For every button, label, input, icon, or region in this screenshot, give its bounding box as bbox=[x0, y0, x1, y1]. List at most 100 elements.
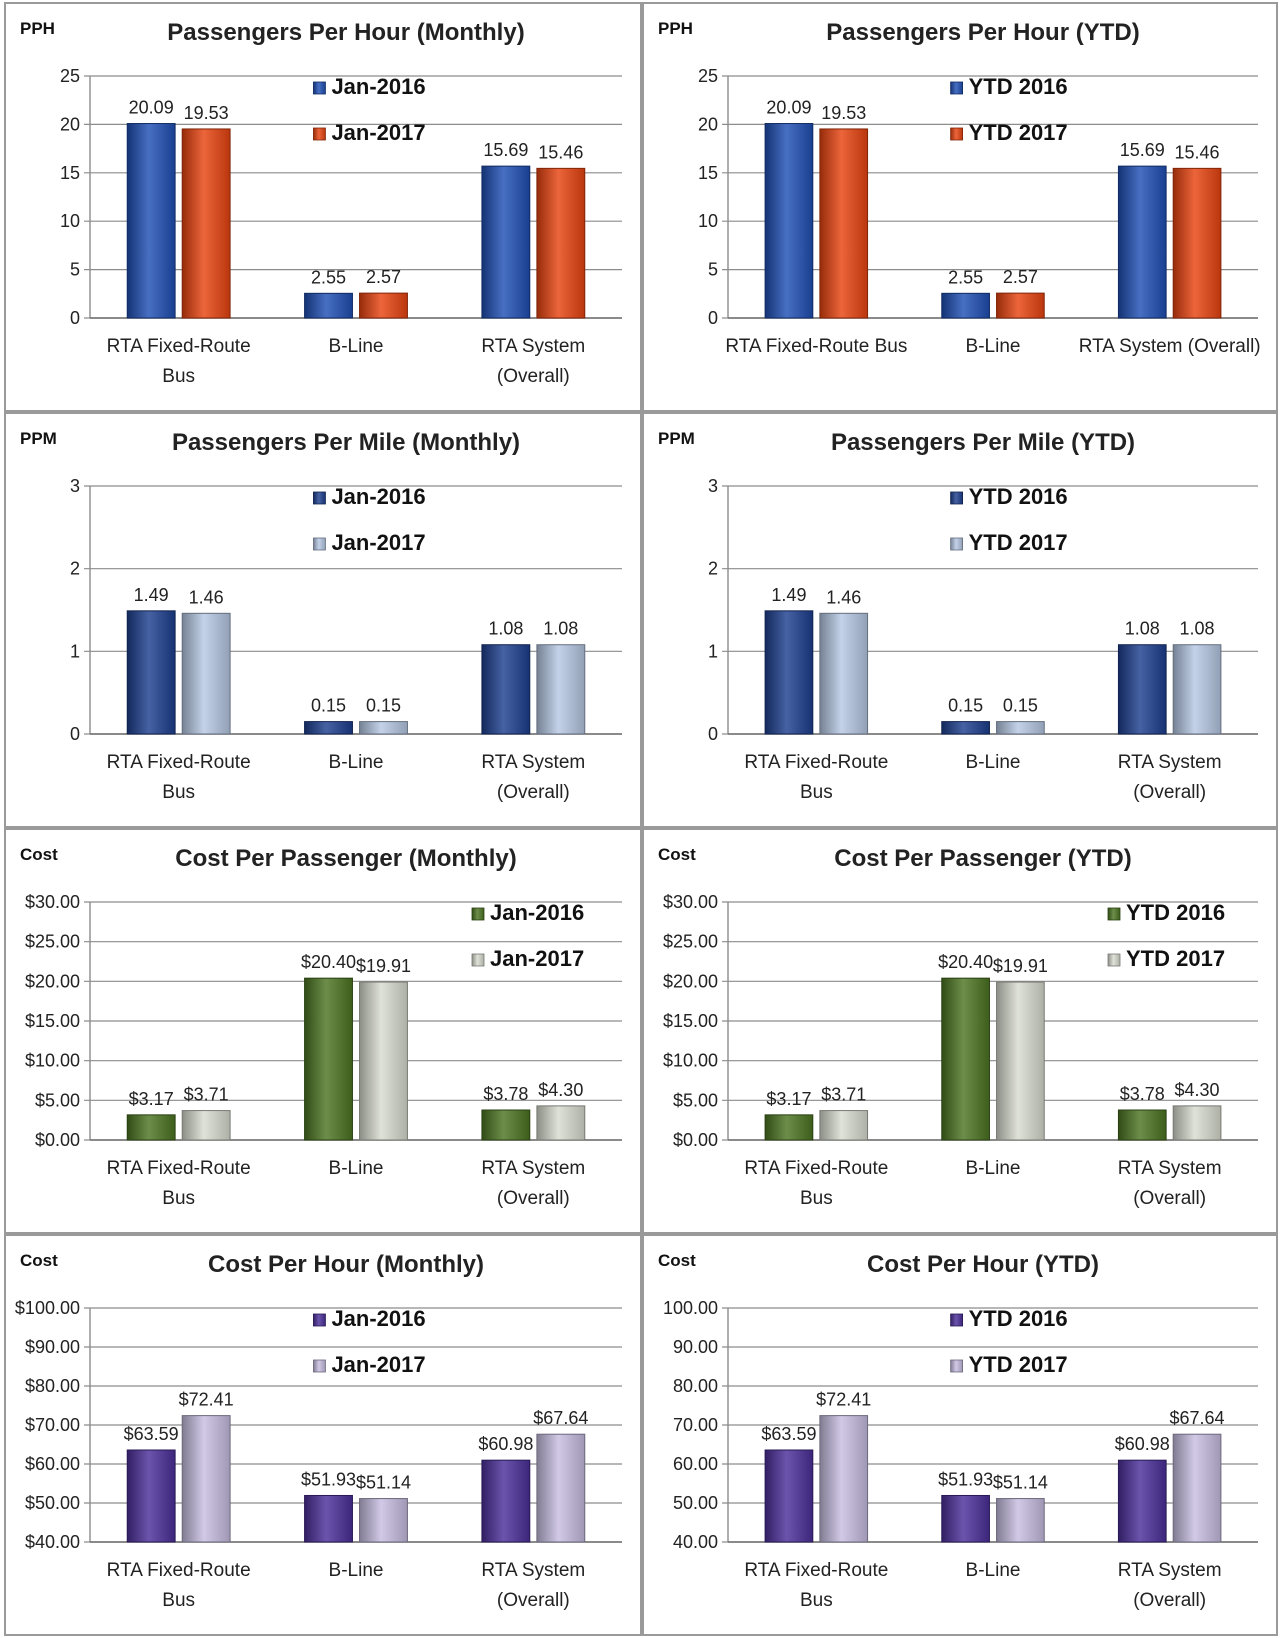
bar bbox=[819, 128, 869, 319]
bar bbox=[941, 977, 990, 1141]
y-tick-label: $20.00 bbox=[25, 971, 80, 991]
legend-swatch bbox=[950, 81, 964, 95]
bar bbox=[764, 1449, 814, 1543]
data-label: $3.17 bbox=[766, 1089, 811, 1109]
data-label: 20.09 bbox=[766, 98, 811, 118]
x-tick-label: Bus bbox=[162, 366, 195, 387]
y-tick-label: 0 bbox=[708, 724, 718, 744]
bar bbox=[481, 1109, 531, 1141]
legend-swatch bbox=[950, 1359, 964, 1373]
x-tick-label: B-Line bbox=[329, 1158, 384, 1179]
data-label: $51.93 bbox=[301, 1469, 356, 1489]
y-tick-label: 25 bbox=[60, 66, 80, 86]
y-unit-label: Cost bbox=[658, 1251, 696, 1270]
legend-swatch bbox=[313, 491, 326, 505]
data-label: $51.14 bbox=[356, 1473, 411, 1493]
x-tick-label: Bus bbox=[162, 1188, 195, 1209]
x-tick-label: RTA Fixed-Route bbox=[744, 1560, 888, 1581]
data-label: 19.53 bbox=[184, 103, 229, 123]
bar bbox=[1172, 1105, 1222, 1141]
y-tick-label: 2 bbox=[70, 559, 80, 579]
y-tick-label: 0 bbox=[70, 308, 80, 328]
bar bbox=[126, 123, 176, 319]
data-label: 0.15 bbox=[366, 696, 401, 716]
bar bbox=[181, 1110, 231, 1141]
y-tick-label: $100.00 bbox=[15, 1298, 80, 1318]
chart-svg: PPH Passengers Per Hour (Monthly) 0 5 10 15 20… bbox=[20, 19, 622, 387]
legend-swatch bbox=[1107, 907, 1121, 921]
bar bbox=[1172, 644, 1222, 735]
y-tick-label: $80.00 bbox=[25, 1376, 80, 1396]
y-tick-label: 5 bbox=[708, 260, 718, 280]
y-tick-label: $60.00 bbox=[25, 1454, 80, 1474]
bar bbox=[481, 1459, 531, 1543]
chart-panel-cph-monthly: Cost Cost Per Hour (Monthly) $40.00 $50.00 $… bbox=[4, 1234, 642, 1636]
x-tick-label: RTA System bbox=[481, 336, 585, 357]
legend-label: Jan-2017 bbox=[331, 120, 425, 145]
x-tick-label: RTA System bbox=[1118, 1560, 1222, 1581]
bar bbox=[126, 1114, 176, 1141]
data-label: 15.69 bbox=[483, 140, 528, 160]
bar bbox=[1117, 1109, 1167, 1141]
chart-title: Passengers Per Hour (Monthly) bbox=[167, 19, 524, 46]
x-tick-label: (Overall) bbox=[497, 782, 570, 803]
legend-label: YTD 2016 bbox=[969, 484, 1068, 509]
data-label: 1.49 bbox=[771, 585, 806, 605]
chart-panel-pph-ytd: PPH Passengers Per Hour (YTD) 0 5 10 15 20 25 20… bbox=[642, 2, 1278, 412]
chart-svg: PPM Passengers Per Mile (YTD) 0 1 2 3 1.49 1.46… bbox=[658, 429, 1258, 803]
data-label: $20.40 bbox=[938, 952, 993, 972]
legend-swatch bbox=[313, 1313, 326, 1327]
legend-label: YTD 2016 bbox=[969, 1306, 1068, 1331]
y-tick-label: 70.00 bbox=[673, 1415, 718, 1435]
y-tick-label: $5.00 bbox=[35, 1090, 80, 1110]
y-tick-label: 1 bbox=[70, 641, 80, 661]
y-unit-label: Cost bbox=[20, 1251, 58, 1270]
x-tick-label: RTA System bbox=[481, 752, 585, 773]
y-tick-label: $50.00 bbox=[25, 1493, 80, 1513]
data-label: $67.64 bbox=[1170, 1408, 1225, 1428]
chart-svg: PPM Passengers Per Mile (Monthly) 0 1 2 3 1.49… bbox=[20, 429, 622, 803]
x-tick-label: RTA Fixed-Route bbox=[744, 1158, 888, 1179]
legend-swatch bbox=[950, 1313, 964, 1327]
y-tick-label: 0 bbox=[708, 308, 718, 328]
y-tick-label: 100.00 bbox=[663, 1298, 718, 1318]
x-tick-label: RTA System (Overall) bbox=[1079, 336, 1261, 357]
data-label: 1.08 bbox=[1180, 619, 1215, 639]
y-tick-label: $20.00 bbox=[663, 971, 718, 991]
bar bbox=[359, 721, 408, 735]
x-tick-label: B-Line bbox=[329, 752, 384, 773]
legend-label: YTD 2017 bbox=[1126, 946, 1225, 971]
y-tick-label: 20 bbox=[698, 114, 718, 134]
y-tick-label: 3 bbox=[708, 476, 718, 496]
legend-swatch bbox=[950, 537, 964, 551]
bar bbox=[819, 1415, 869, 1543]
y-tick-label: $25.00 bbox=[25, 932, 80, 952]
legend-swatch bbox=[313, 537, 326, 551]
x-tick-label: B-Line bbox=[966, 752, 1021, 773]
bar bbox=[1172, 1433, 1222, 1543]
bar bbox=[941, 292, 990, 319]
bar bbox=[1117, 165, 1167, 319]
y-tick-label: 3 bbox=[70, 476, 80, 496]
bar bbox=[1117, 1459, 1167, 1543]
bar bbox=[996, 292, 1045, 319]
y-tick-label: $10.00 bbox=[663, 1051, 718, 1071]
x-tick-label: RTA Fixed-Route Bus bbox=[725, 336, 907, 357]
x-tick-label: (Overall) bbox=[1133, 782, 1206, 803]
x-tick-label: B-Line bbox=[966, 1560, 1021, 1581]
x-tick-label: RTA System bbox=[1118, 1158, 1222, 1179]
data-label: $3.71 bbox=[184, 1085, 229, 1105]
bar bbox=[536, 167, 586, 319]
data-label: 1.46 bbox=[189, 587, 224, 607]
y-tick-label: $30.00 bbox=[663, 892, 718, 912]
x-tick-label: Bus bbox=[800, 782, 833, 803]
data-label: $3.71 bbox=[821, 1085, 866, 1105]
data-label: $19.91 bbox=[993, 956, 1048, 976]
x-tick-label: RTA Fixed-Route bbox=[107, 336, 251, 357]
x-tick-label: (Overall) bbox=[497, 1590, 570, 1611]
legend-swatch bbox=[471, 907, 485, 921]
data-label: $3.17 bbox=[129, 1089, 174, 1109]
chart-panel-ppm-monthly: PPM Passengers Per Mile (Monthly) 0 1 2 3 1.49… bbox=[4, 412, 642, 828]
chart-svg: Cost Cost Per Passenger (YTD) $0.00 $5.00 $1… bbox=[658, 845, 1258, 1209]
